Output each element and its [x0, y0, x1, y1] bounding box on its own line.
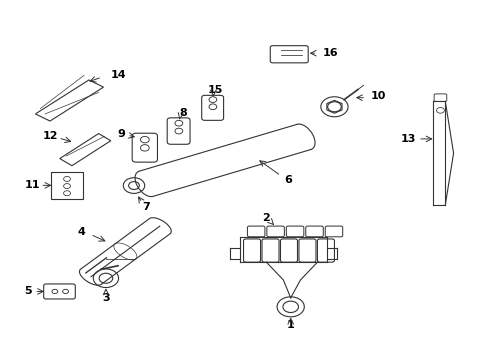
Text: 8: 8: [180, 108, 187, 118]
Text: 12: 12: [42, 131, 58, 141]
Text: 5: 5: [24, 286, 32, 296]
Text: 9: 9: [117, 129, 125, 139]
Text: 1: 1: [286, 320, 294, 330]
Text: 3: 3: [102, 293, 109, 303]
Text: 15: 15: [207, 85, 223, 95]
Text: 7: 7: [142, 202, 150, 212]
Text: 4: 4: [78, 227, 85, 237]
Text: 6: 6: [284, 175, 292, 185]
Text: 2: 2: [262, 212, 270, 222]
Text: 11: 11: [24, 180, 40, 190]
Text: 14: 14: [111, 69, 126, 80]
Text: 10: 10: [370, 91, 386, 101]
Text: 16: 16: [322, 48, 337, 58]
Text: 13: 13: [400, 134, 415, 144]
